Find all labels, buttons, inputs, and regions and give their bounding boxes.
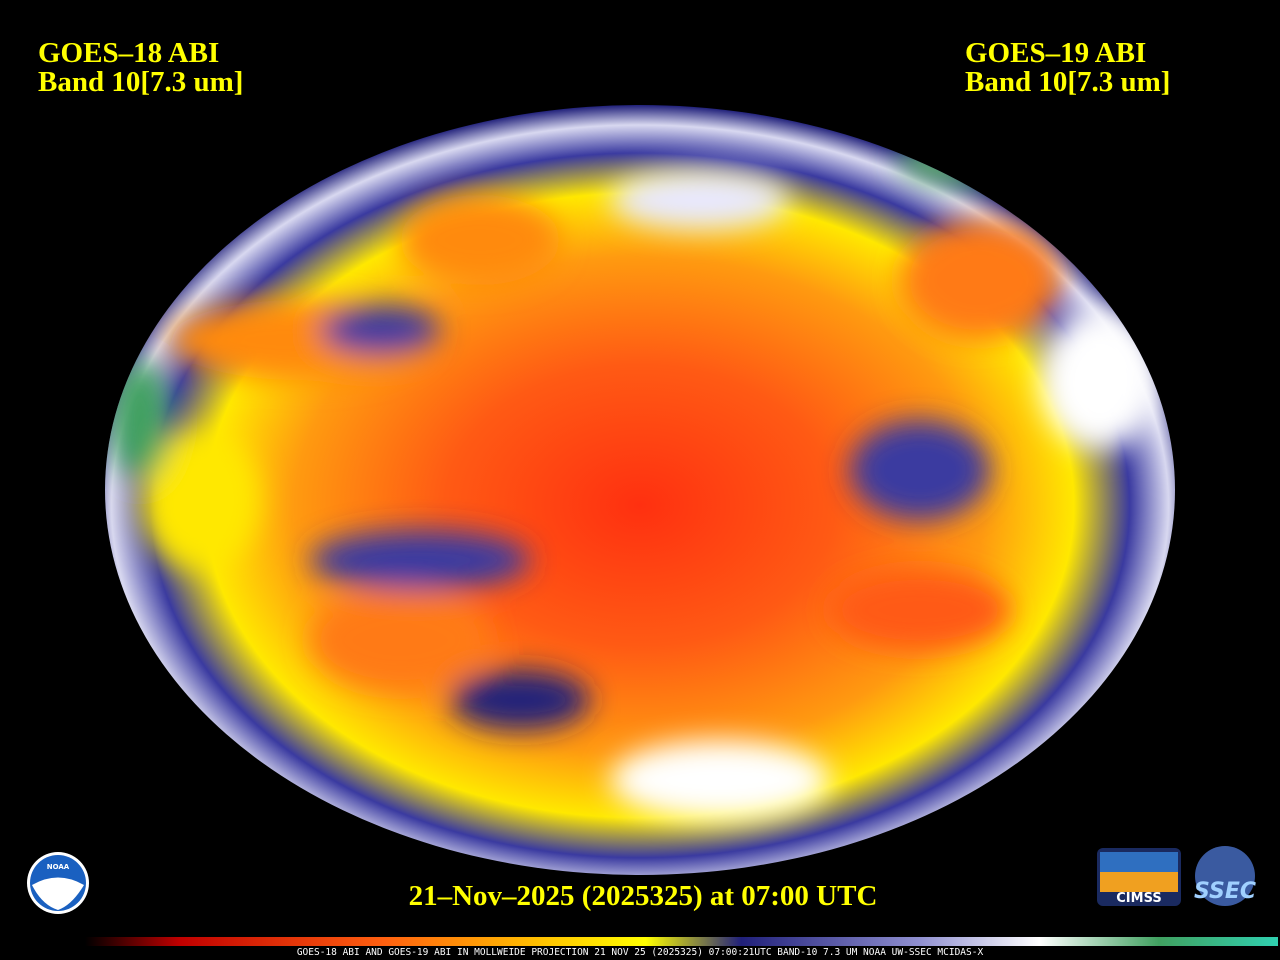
left-subtitle: Band 10[7.3 um] (38, 66, 243, 98)
left-title: GOES–18 ABI (38, 37, 219, 69)
right-title: GOES–19 ABI (965, 37, 1146, 69)
cimss-logo: CIMSS (1097, 848, 1181, 906)
right-subtitle: Band 10[7.3 um] (965, 66, 1170, 98)
noaa-logo: NOAA (27, 852, 89, 914)
ssec-logo: SSEC (1194, 846, 1256, 906)
colorbar (85, 937, 1278, 946)
ssec-text: SSEC (1194, 879, 1256, 904)
cloud-texture (110, 135, 1160, 820)
colorbar-caption: GOES-18 ABI AND GOES-19 ABI IN MOLLWEIDE… (297, 947, 984, 958)
timestamp: 21–Nov–2025 (2025325) at 07:00 UTC (409, 880, 878, 912)
noaa-text: NOAA (47, 863, 70, 871)
cimss-text: CIMSS (1116, 891, 1161, 906)
